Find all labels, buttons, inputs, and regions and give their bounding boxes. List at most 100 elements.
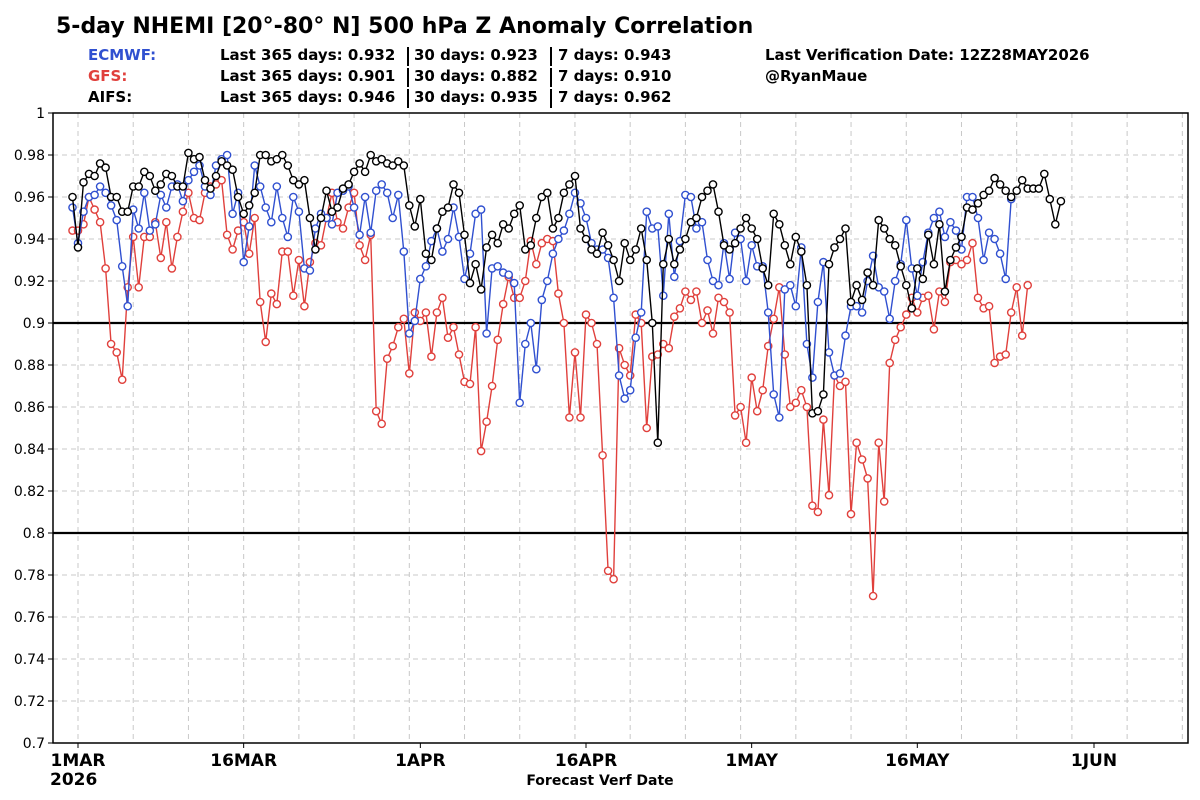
data-point [835, 369, 845, 378]
y-tick-label: 0.9 [23, 316, 45, 332]
data-point [277, 213, 287, 223]
data-point [896, 261, 906, 271]
data-point [868, 591, 878, 601]
data-point [896, 322, 906, 332]
data-point [664, 343, 674, 353]
data-point [255, 182, 265, 191]
data-point [272, 154, 282, 164]
data-point [587, 245, 596, 254]
data-point [697, 192, 707, 202]
data-point [769, 390, 779, 399]
data-point [581, 213, 591, 223]
data-point [377, 180, 387, 189]
data-point [537, 238, 547, 248]
data-point [636, 224, 646, 233]
data-point [603, 566, 613, 576]
data-point [769, 314, 779, 324]
data-point [217, 156, 226, 166]
data-point [1017, 175, 1027, 185]
data-point [631, 333, 641, 343]
data-point [112, 215, 121, 225]
data-point [913, 291, 922, 301]
data-point [554, 289, 563, 298]
data-point [206, 184, 215, 193]
data-point [874, 215, 884, 225]
data-point [90, 190, 99, 200]
data-point [990, 173, 999, 183]
data-point [150, 186, 160, 195]
data-point [730, 238, 740, 248]
data-point [592, 339, 602, 349]
data-point [465, 379, 475, 389]
data-point [156, 190, 166, 200]
data-point [68, 203, 77, 212]
data-point [653, 222, 663, 231]
data-point [664, 234, 674, 244]
data-point [482, 243, 491, 252]
data-point [526, 240, 536, 250]
data-point [272, 299, 282, 309]
data-point [255, 297, 265, 307]
data-point [283, 161, 293, 170]
data-point [145, 171, 155, 181]
data-point [493, 261, 503, 271]
data-point [841, 331, 850, 340]
data-point [349, 203, 359, 212]
series-gfs [68, 175, 1032, 601]
data-point [161, 217, 171, 227]
data-point [515, 293, 525, 303]
data-point [625, 385, 635, 395]
data-point [184, 175, 193, 185]
data-point [371, 406, 381, 416]
data-point [360, 192, 370, 202]
data-point [427, 255, 436, 265]
data-point [178, 196, 188, 206]
data-point [775, 219, 784, 229]
data-point [200, 175, 210, 185]
data-point [990, 358, 999, 368]
data-point [134, 282, 143, 292]
data-point [763, 280, 773, 290]
data-point [648, 318, 657, 328]
data-point [548, 224, 558, 233]
y-tick-label: 0.94 [14, 232, 45, 248]
data-point [90, 205, 99, 214]
x-tick-label: 16MAY [885, 751, 950, 771]
data-point [670, 259, 679, 269]
data-point [990, 234, 999, 244]
y-tick-label: 0.96 [14, 190, 45, 206]
data-point [156, 253, 166, 263]
data-point [703, 306, 712, 315]
data-point [300, 301, 309, 311]
data-point [482, 329, 491, 338]
data-point [399, 314, 409, 324]
data-point [112, 192, 121, 202]
data-point [1012, 282, 1022, 292]
data-point [797, 385, 806, 395]
data-point [305, 257, 315, 267]
data-point [775, 413, 784, 422]
data-point [918, 274, 928, 284]
x-tick-label: 1MAR [51, 751, 106, 771]
data-point [808, 501, 817, 511]
data-point [167, 264, 177, 273]
data-point [885, 358, 895, 368]
data-point [355, 230, 364, 240]
stat-365-gfs: Last 365 days: 0.901 [220, 67, 396, 85]
data-point [388, 341, 398, 351]
data-point [537, 192, 547, 202]
data-point [902, 310, 911, 319]
data-point [863, 268, 872, 277]
data-point [498, 219, 508, 229]
data-point [852, 280, 861, 290]
data-point [968, 238, 977, 248]
data-point [388, 161, 398, 170]
data-point [642, 207, 652, 216]
data-point [692, 224, 701, 233]
data-point [813, 406, 823, 416]
data-point [984, 186, 994, 195]
data-point [874, 438, 884, 448]
data-point [283, 232, 293, 242]
data-point [294, 255, 304, 265]
data-point [1006, 308, 1016, 317]
